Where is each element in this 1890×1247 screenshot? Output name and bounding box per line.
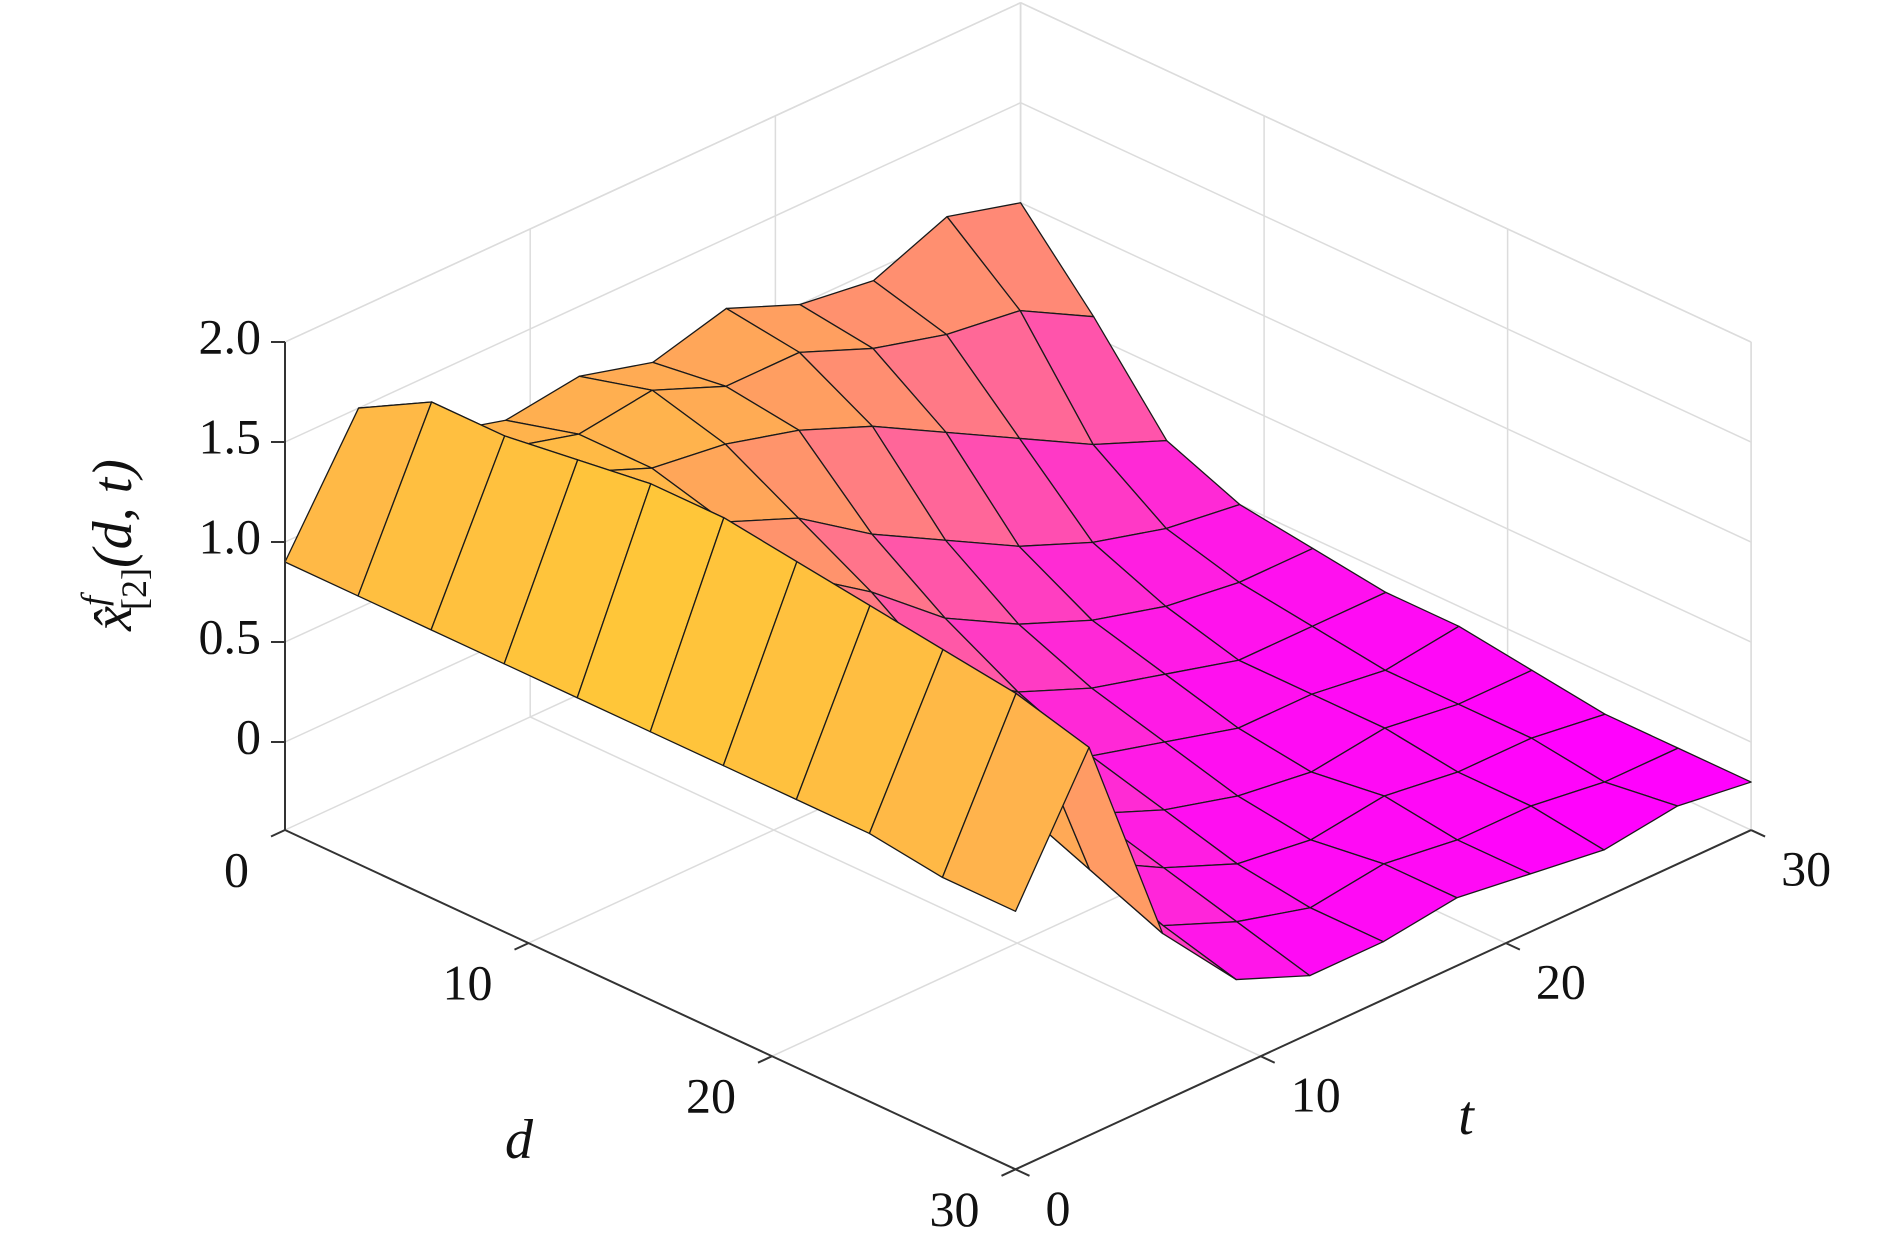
- x-axis-label: d: [505, 1109, 534, 1171]
- grid-line: [1020, 202, 1752, 543]
- axes-layer: 0 10 20 30 0 10 20 30 0 0.5 1.0 1.5 2.0: [199, 308, 1832, 1236]
- grid-line: [529, 716, 1262, 1057]
- y-tick-label: 10: [1291, 1067, 1341, 1123]
- x-axis-line: [284, 829, 1016, 1171]
- z-tick-label: 2.0: [199, 308, 262, 364]
- z-label-base: x̂: [82, 606, 144, 632]
- box-edge: [284, 2, 1021, 343]
- grid-line: [1020, 102, 1752, 443]
- box-edge: [1020, 2, 1752, 343]
- y-tick-label: 30: [1781, 841, 1831, 897]
- grid-line: [1020, 302, 1752, 643]
- z-label-sub: [2]: [114, 568, 154, 610]
- y-tick: [1750, 829, 1766, 838]
- z-label-args: (d, t): [82, 459, 144, 568]
- y-axis-line: [1015, 829, 1752, 1171]
- y-tick-label: 20: [1536, 954, 1586, 1010]
- x-tick-label: 10: [443, 955, 493, 1011]
- y-tick-label: 0: [1046, 1180, 1071, 1236]
- surface-cell: [941, 692, 1090, 912]
- x-tick-label: 0: [224, 841, 249, 897]
- x-tick-label: 30: [930, 1181, 980, 1237]
- y-axis-label: t: [1458, 1085, 1475, 1147]
- y-tick: [1505, 942, 1521, 951]
- z-label-sup: f: [74, 591, 114, 606]
- z-axis-label: x̂f[2](d, t): [74, 459, 154, 632]
- y-tick: [1260, 1055, 1276, 1064]
- z-tick-label: 0: [236, 708, 261, 764]
- surface: [284, 202, 1752, 981]
- x-tick: [1001, 1168, 1016, 1177]
- z-tick-label: 1.5: [199, 408, 262, 464]
- x-tick-label: 20: [686, 1068, 736, 1124]
- z-tick-label: 1.0: [199, 508, 262, 564]
- x-tick: [757, 1055, 773, 1064]
- z-tick-label: 0.5: [199, 608, 262, 664]
- x-tick: [270, 829, 286, 838]
- y-tick: [1015, 1168, 1030, 1177]
- grid-line: [284, 102, 1021, 443]
- x-tick: [514, 942, 529, 951]
